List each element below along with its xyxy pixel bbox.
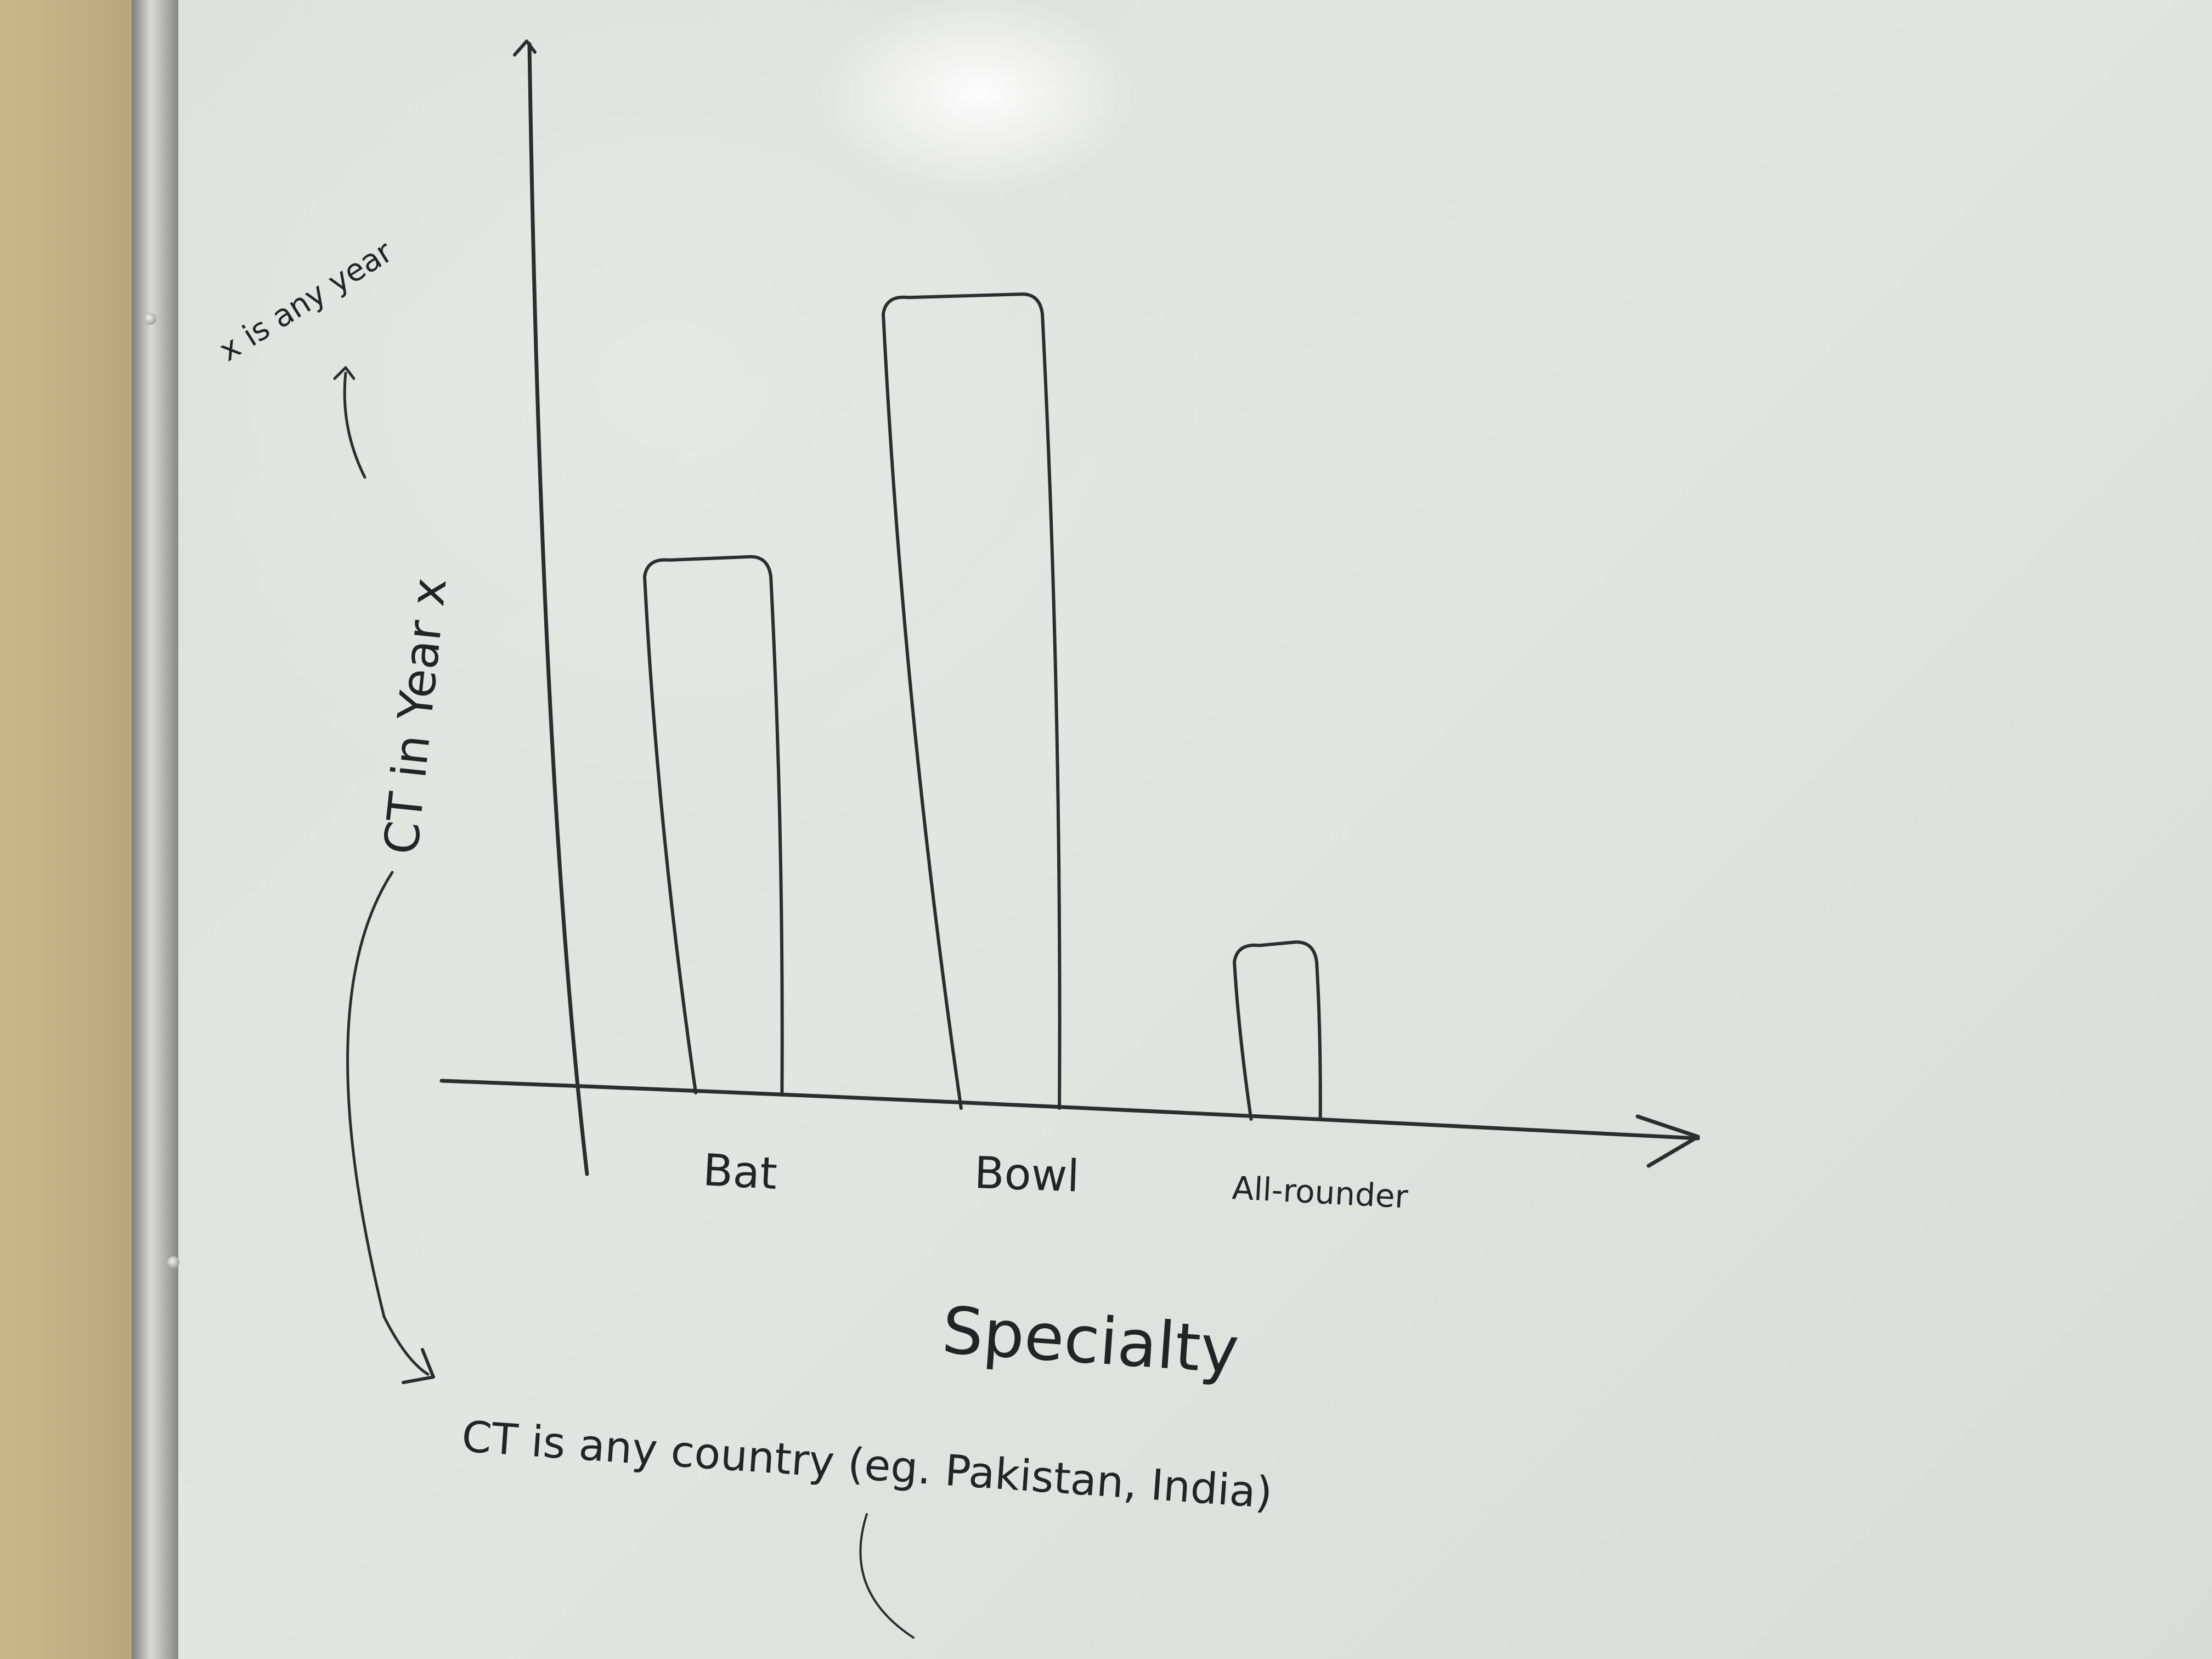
bar-all-rounder xyxy=(1233,940,1322,1121)
y-axis-arrowhead xyxy=(513,40,537,57)
annotation-arrow-up-head xyxy=(333,366,356,380)
tick-label-bowl: Bowl xyxy=(973,1147,1080,1202)
x-axis-label: Specialty xyxy=(940,1292,1242,1388)
annotation-arrow-down-head xyxy=(402,1348,435,1384)
annotation-x-is-any-year: x is any year xyxy=(213,234,399,369)
whiteboard-frame xyxy=(132,0,187,1659)
tick-label-bat: Bat xyxy=(702,1144,778,1199)
x-axis xyxy=(439,1079,1700,1141)
screw-top xyxy=(144,313,156,325)
annotation-arrow-up xyxy=(343,371,366,479)
annotation-ct-any-country: CT is any country (eg. Pakistan, India) xyxy=(460,1412,1274,1518)
tick-label-all-rounder: All-rounder xyxy=(1231,1169,1409,1216)
y-axis-label: CT in Year x xyxy=(374,575,457,857)
bars-group xyxy=(643,292,1322,1121)
bar-bowl xyxy=(882,292,1062,1110)
x-axis-arrowhead xyxy=(1635,1114,1700,1168)
annotation-arrow-down xyxy=(346,871,430,1376)
whiteboard xyxy=(178,0,2212,1659)
y-axis xyxy=(527,42,589,1176)
annotation-bracket xyxy=(859,1513,915,1639)
bar-bat xyxy=(643,555,784,1094)
wall xyxy=(0,0,148,1659)
screw-bottom xyxy=(167,1256,179,1268)
